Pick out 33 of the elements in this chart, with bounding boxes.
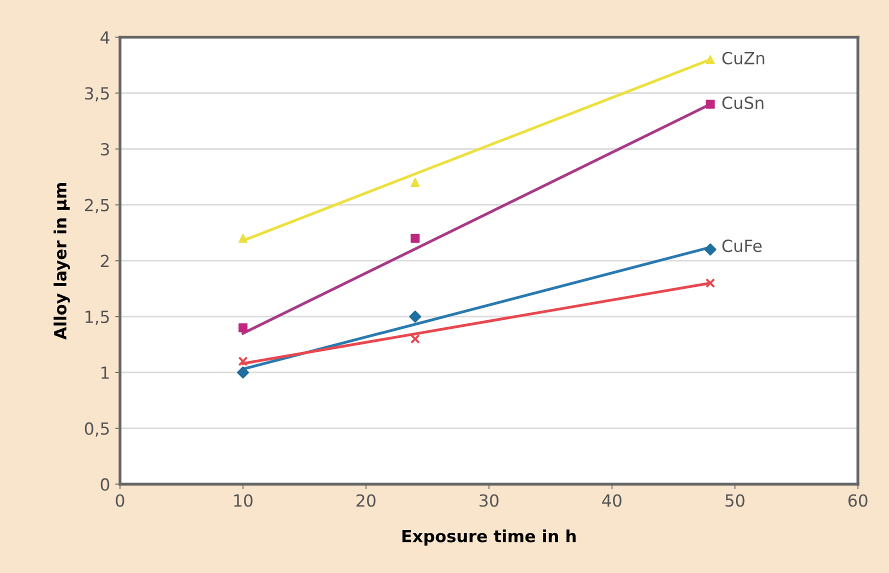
x-tick-label: 50 xyxy=(726,494,744,507)
y-tick-label: 2 xyxy=(100,254,109,268)
y-tick-label: 0,5 xyxy=(84,422,109,437)
point xyxy=(238,234,248,243)
x-tick-label: 10 xyxy=(234,494,252,507)
x-tick-label: 30 xyxy=(480,494,498,507)
series-label: CuFe xyxy=(722,240,762,252)
point xyxy=(238,323,248,332)
x-tick-label: 0 xyxy=(116,494,124,507)
y-tick-label: 3,5 xyxy=(85,87,109,102)
x-tick-label: 60 xyxy=(848,494,868,507)
y-tick-label: 3 xyxy=(100,142,109,156)
series-label: CuSn xyxy=(722,96,764,110)
y-tick-label: 1 xyxy=(102,366,109,379)
point xyxy=(410,178,420,187)
point xyxy=(706,55,715,64)
x-axis-title: Exposure time in h xyxy=(402,529,576,546)
point xyxy=(704,243,716,256)
point xyxy=(705,278,716,288)
y-tick-label: 1,5 xyxy=(86,310,109,325)
series-label: CuZn xyxy=(722,52,764,64)
point xyxy=(409,310,422,323)
y-tick-label: 4 xyxy=(100,31,110,44)
y-tick-label: 0 xyxy=(100,478,110,491)
y-tick-label: 2,5 xyxy=(85,198,109,214)
point xyxy=(410,234,420,243)
point xyxy=(706,100,715,109)
x-tick-label: 20 xyxy=(356,494,376,507)
point xyxy=(410,334,420,344)
point xyxy=(236,366,250,379)
point xyxy=(238,356,248,366)
x-tick-label: 40 xyxy=(602,494,622,507)
y-axis-title: Alloy layer in µm xyxy=(54,182,70,340)
